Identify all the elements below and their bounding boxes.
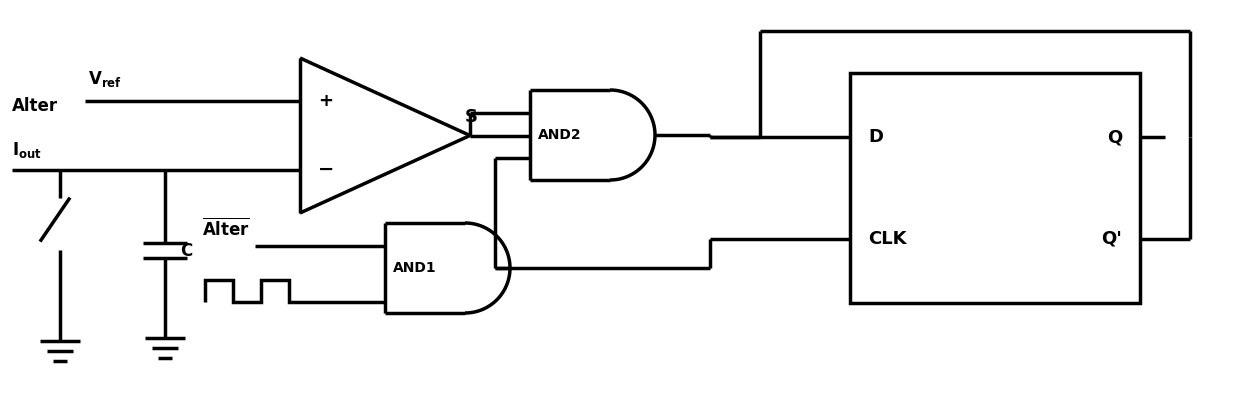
Text: D: D <box>869 128 883 146</box>
Text: Q': Q' <box>1101 230 1123 248</box>
Text: C: C <box>180 242 192 259</box>
Text: $\mathbf{V_{ref}}$: $\mathbf{V_{ref}}$ <box>88 69 121 89</box>
Text: S: S <box>465 107 478 126</box>
Text: −: − <box>318 160 335 179</box>
Text: AND1: AND1 <box>393 261 436 275</box>
Text: +: + <box>318 93 333 110</box>
Text: $\mathbf{I_{out}}$: $\mathbf{I_{out}}$ <box>12 140 42 159</box>
Text: Q: Q <box>1106 128 1123 146</box>
Text: CLK: CLK <box>869 230 907 248</box>
Text: AND2: AND2 <box>538 128 581 142</box>
Text: Alter: Alter <box>12 97 58 114</box>
Text: $\overline{\mathbf{Alter}}$: $\overline{\mathbf{Alter}}$ <box>202 218 250 240</box>
